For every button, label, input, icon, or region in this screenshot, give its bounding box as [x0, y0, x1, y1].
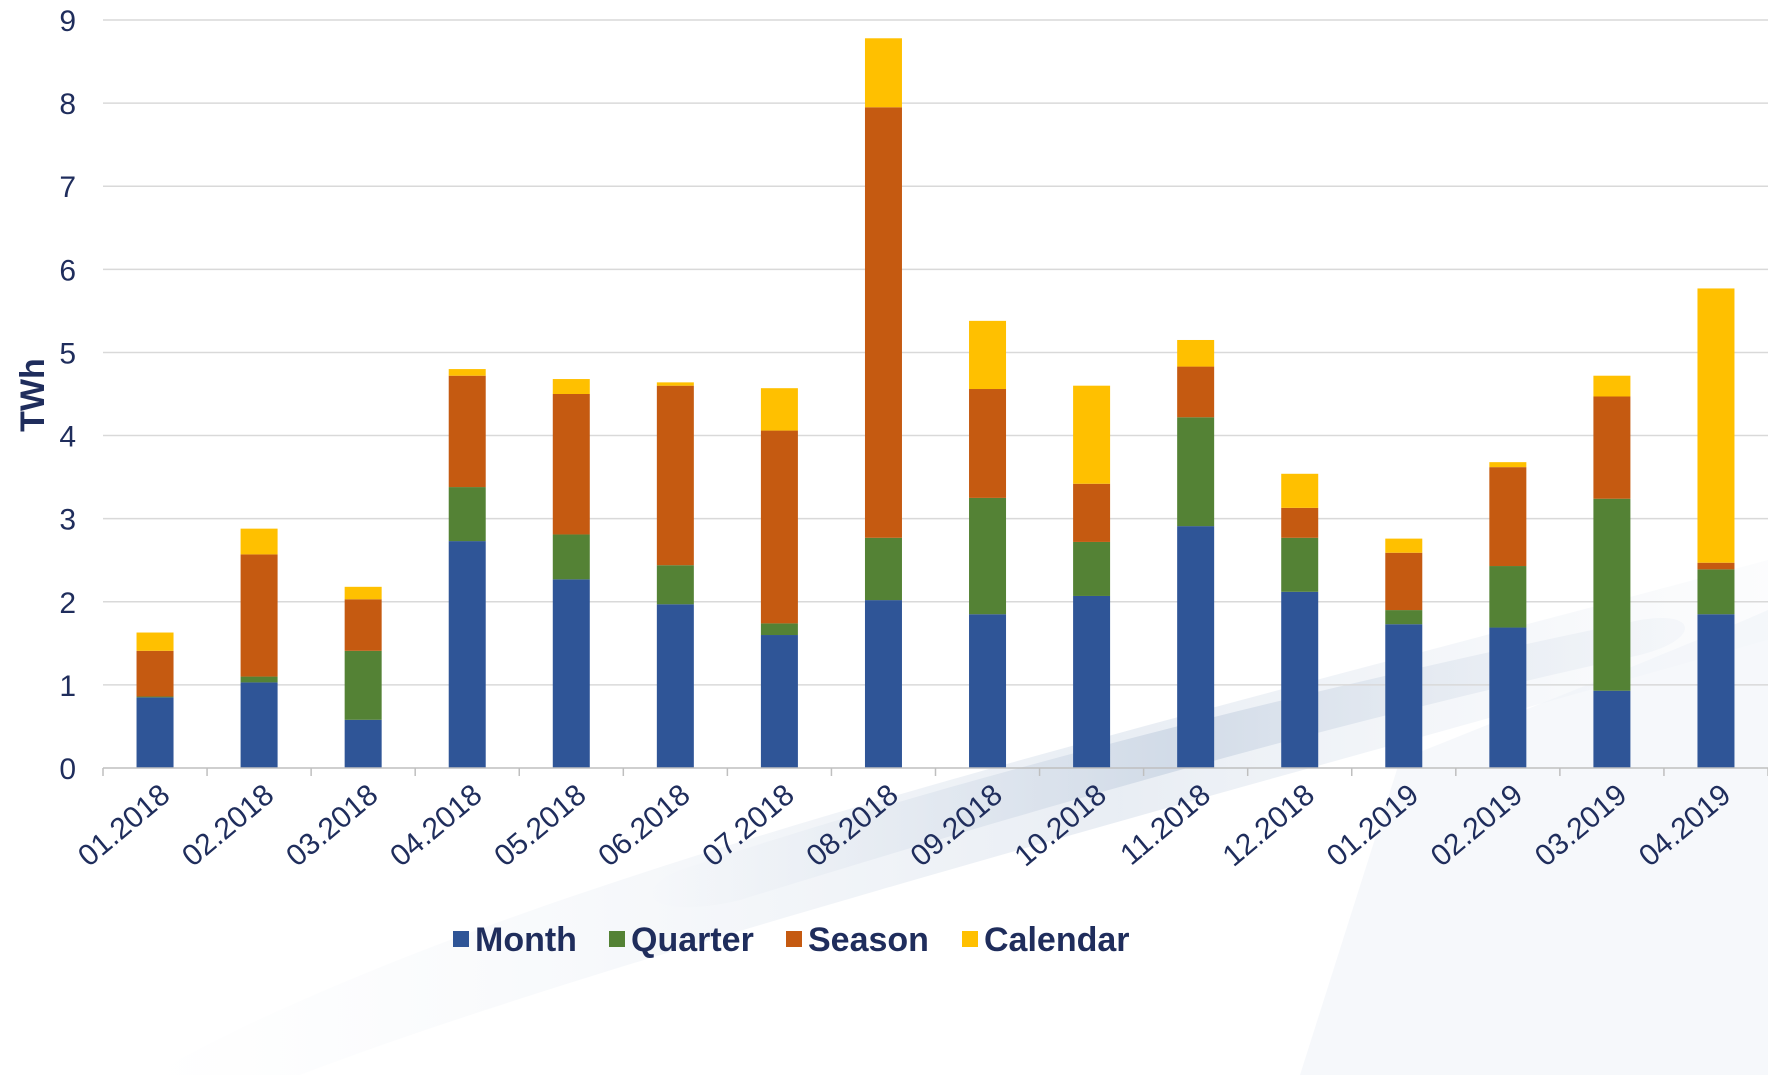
x-tick-label: 05.2018	[488, 778, 592, 873]
bar-segment-calendar	[1489, 462, 1527, 468]
legend-swatch-season	[786, 931, 802, 947]
bar-segment-quarter	[552, 534, 590, 580]
legend-swatch-month	[453, 931, 469, 947]
bar-segment-quarter	[760, 623, 798, 636]
y-tick-label: 5	[59, 337, 76, 370]
bar-segment-calendar	[760, 388, 798, 431]
bar-segment-quarter	[1697, 569, 1735, 615]
legend-swatch-quarter	[609, 931, 625, 947]
y-tick-label: 4	[59, 421, 76, 454]
bar-segment-season	[969, 389, 1007, 498]
bar-segment-quarter	[1073, 541, 1111, 596]
x-tick-label: 01.2018	[72, 778, 176, 873]
y-tick-label: 3	[59, 504, 76, 537]
bar-segment-season	[552, 394, 590, 535]
bar-segment-quarter	[1489, 566, 1527, 628]
bar-segment-month	[656, 604, 694, 768]
bar-segment-month	[552, 579, 590, 768]
bar-segment-month	[1281, 591, 1319, 768]
background-decoration	[150, 560, 1768, 1075]
bar-segment-calendar	[344, 586, 382, 600]
bar-segment-quarter	[448, 487, 486, 542]
bar-segment-month	[1697, 614, 1735, 768]
legend-label-calendar: Calendar	[984, 921, 1130, 959]
y-tick-label: 8	[59, 88, 76, 121]
bar-segment-month	[760, 635, 798, 768]
bar-segment-calendar	[1697, 288, 1735, 563]
bar-segment-month	[1177, 526, 1215, 768]
bar-segment-season	[448, 375, 486, 488]
y-tick-label: 9	[59, 5, 76, 38]
bar-segment-calendar	[552, 379, 590, 394]
bar-segment-quarter	[240, 676, 278, 683]
bar-segment-season	[136, 650, 174, 697]
bar-segment-quarter	[1281, 537, 1319, 592]
bars-layer	[136, 38, 1735, 768]
bar-segment-calendar	[1073, 385, 1111, 484]
bar-segment-month	[1073, 595, 1111, 768]
bar-segment-quarter	[656, 565, 694, 605]
x-tick-label: 04.2018	[384, 778, 488, 873]
bar-segment-quarter	[864, 537, 902, 601]
bar-segment-season	[760, 430, 798, 624]
axes-layer	[102, 767, 1768, 776]
bar-segment-calendar	[240, 528, 278, 555]
bar-segment-month	[344, 719, 382, 768]
x-tick-label: 06.2018	[592, 778, 696, 873]
bar-segment-season	[1281, 507, 1319, 538]
x-tick-label: 12.2018	[1217, 778, 1321, 873]
bar-segment-season	[656, 385, 694, 566]
bar-segment-quarter	[1593, 498, 1631, 691]
x-tick-label: 02.2018	[176, 778, 280, 873]
bar-segment-calendar	[1385, 538, 1423, 553]
legend-label-season: Season	[808, 921, 929, 959]
bar-segment-calendar	[1281, 473, 1319, 508]
bar-segment-season	[1489, 467, 1527, 567]
bar-segment-month	[448, 541, 486, 768]
y-tick-label: 2	[59, 587, 76, 620]
y-tick-label: 0	[59, 753, 76, 786]
bar-segment-month	[1593, 690, 1631, 768]
y-tick-labels: 0 1 2 3 4 5 6 7 8 9	[59, 5, 76, 786]
bar-segment-calendar	[969, 320, 1007, 390]
y-tick-label: 1	[59, 670, 76, 703]
legend: Month Quarter Season Calendar	[453, 921, 1130, 959]
bar-segment-quarter	[1385, 610, 1423, 625]
legend-label-quarter: Quarter	[631, 921, 754, 959]
bar-segment-quarter	[969, 497, 1007, 615]
y-tick-label: 7	[59, 171, 76, 204]
bar-segment-month	[136, 697, 174, 768]
bar-segment-season	[1177, 366, 1215, 418]
bar-segment-season	[240, 554, 278, 677]
legend-label-month: Month	[475, 921, 577, 959]
bar-segment-calendar	[1593, 375, 1631, 397]
bar-segment-month	[1385, 624, 1423, 768]
bar-segment-season	[1697, 562, 1735, 570]
bar-segment-season	[1385, 552, 1423, 611]
bar-segment-month	[864, 600, 902, 768]
x-tick-label: 03.2018	[280, 778, 384, 873]
bar-segment-calendar	[656, 382, 694, 386]
bar-segment-month	[969, 614, 1007, 768]
bar-segment-season	[1593, 396, 1631, 499]
bar-segment-calendar	[136, 632, 174, 651]
bar-segment-season	[1073, 483, 1111, 542]
bar-segment-calendar	[864, 38, 902, 108]
bar-segment-month	[240, 682, 278, 768]
bar-segment-season	[864, 107, 902, 538]
y-axis-title: TWh	[14, 358, 52, 432]
bar-segment-calendar	[448, 369, 486, 376]
bar-segment-quarter	[136, 696, 174, 698]
bar-segment-season	[344, 599, 382, 651]
legend-swatch-calendar	[962, 931, 978, 947]
y-tick-label: 6	[59, 254, 76, 287]
bar-segment-month	[1489, 627, 1527, 768]
bar-segment-quarter	[344, 650, 382, 720]
bar-segment-calendar	[1177, 339, 1215, 367]
bar-segment-quarter	[1177, 417, 1215, 527]
